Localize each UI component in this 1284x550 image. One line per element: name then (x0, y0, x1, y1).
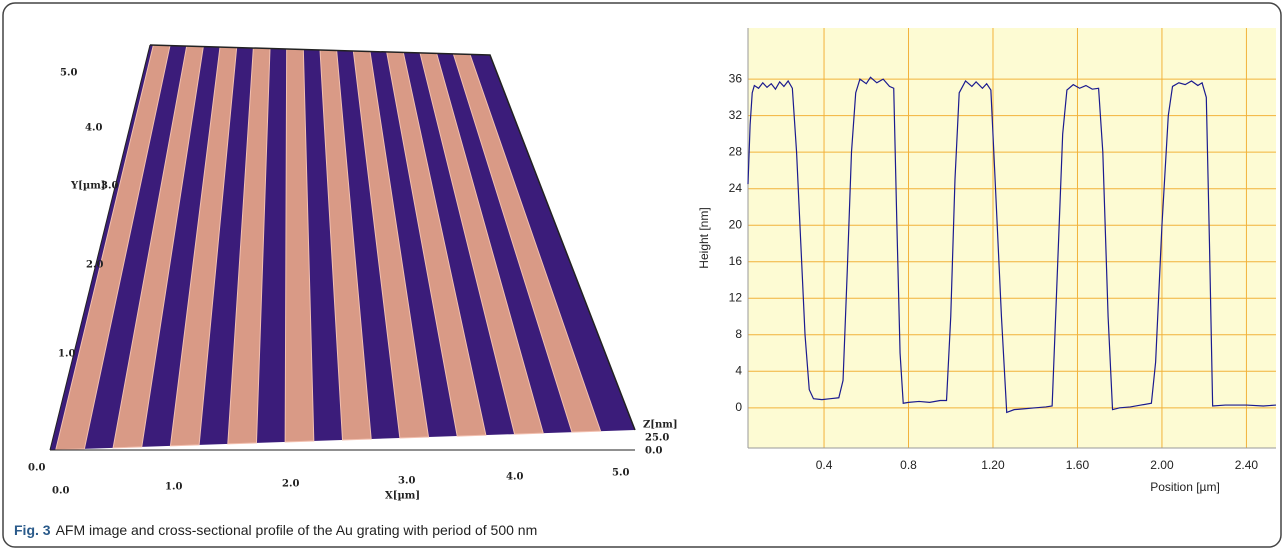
y-tick-label: 0 (735, 400, 742, 414)
x-tick-label: 2.00 (1150, 458, 1174, 472)
y-tick-label: 24 (729, 181, 743, 195)
y-tick-label: 20 (729, 217, 743, 231)
afm-x-label: 1.0 (165, 482, 182, 493)
afm-y-label: 3.0 (101, 181, 118, 192)
x-tick-label: 1.20 (981, 458, 1005, 472)
y-tick-label: 12 (729, 290, 743, 304)
y-tick-label: 8 (735, 327, 742, 341)
afm-z-label: 25.0 (645, 433, 669, 444)
afm-y-label: 5.0 (60, 68, 77, 79)
afm-x-label: 5.0 (612, 468, 629, 479)
afm-x-label: 4.0 (506, 472, 523, 483)
y-tick-label: 4 (735, 363, 742, 377)
afm-y-label: 0.0 (28, 463, 45, 474)
afm-x-label: 0.0 (52, 486, 69, 497)
afm-image: 5.0 4.0 Y[µm] 3.0 2.0 1.0 0.0 0.0 1.0 2.… (28, 44, 678, 502)
x-tick-label: 0.8 (900, 458, 917, 472)
afm-y-title: Y[µm] (70, 181, 106, 192)
y-tick-label: 36 (729, 71, 743, 85)
x-tick-label: 1.60 (1066, 458, 1090, 472)
x-tick-label: 2.40 (1235, 458, 1259, 472)
afm-y-label: 2.0 (86, 260, 103, 271)
afm-box (149, 44, 636, 431)
y-tick-label: 32 (729, 108, 743, 122)
x-axis-title: Position [µm] (1150, 480, 1220, 494)
afm-y-label: 1.0 (58, 349, 75, 360)
plot-area (748, 28, 1276, 448)
afm-x-title: X[µm] (385, 491, 420, 502)
afm-z-title: Z[nm] (643, 420, 678, 431)
afm-y-label: 4.0 (85, 123, 102, 134)
x-tick-label: 0.4 (816, 458, 833, 472)
afm-x-label: 2.0 (282, 479, 299, 490)
caption-text: AFM image and cross-sectional profile of… (56, 522, 538, 538)
afm-z-label: 0.0 (645, 446, 662, 457)
profile-chart: 0 4 8 12 16 20 24 28 32 36 0.4 0.8 1.20 1.60 2.00 2.40 (729, 28, 1277, 472)
y-tick-label: 16 (729, 254, 743, 268)
caption-label: Fig. 3 (14, 522, 51, 538)
afm-x-label: 3.0 (398, 476, 415, 487)
y-tick-label: 28 (729, 144, 743, 158)
profile-line (747, 76, 1277, 414)
afm-stripes (55, 44, 602, 451)
y-axis-title: Height [nm] (697, 207, 711, 268)
afm-axis (49, 44, 151, 451)
caption: Fig. 3 AFM image and cross-sectional prof… (14, 522, 537, 538)
